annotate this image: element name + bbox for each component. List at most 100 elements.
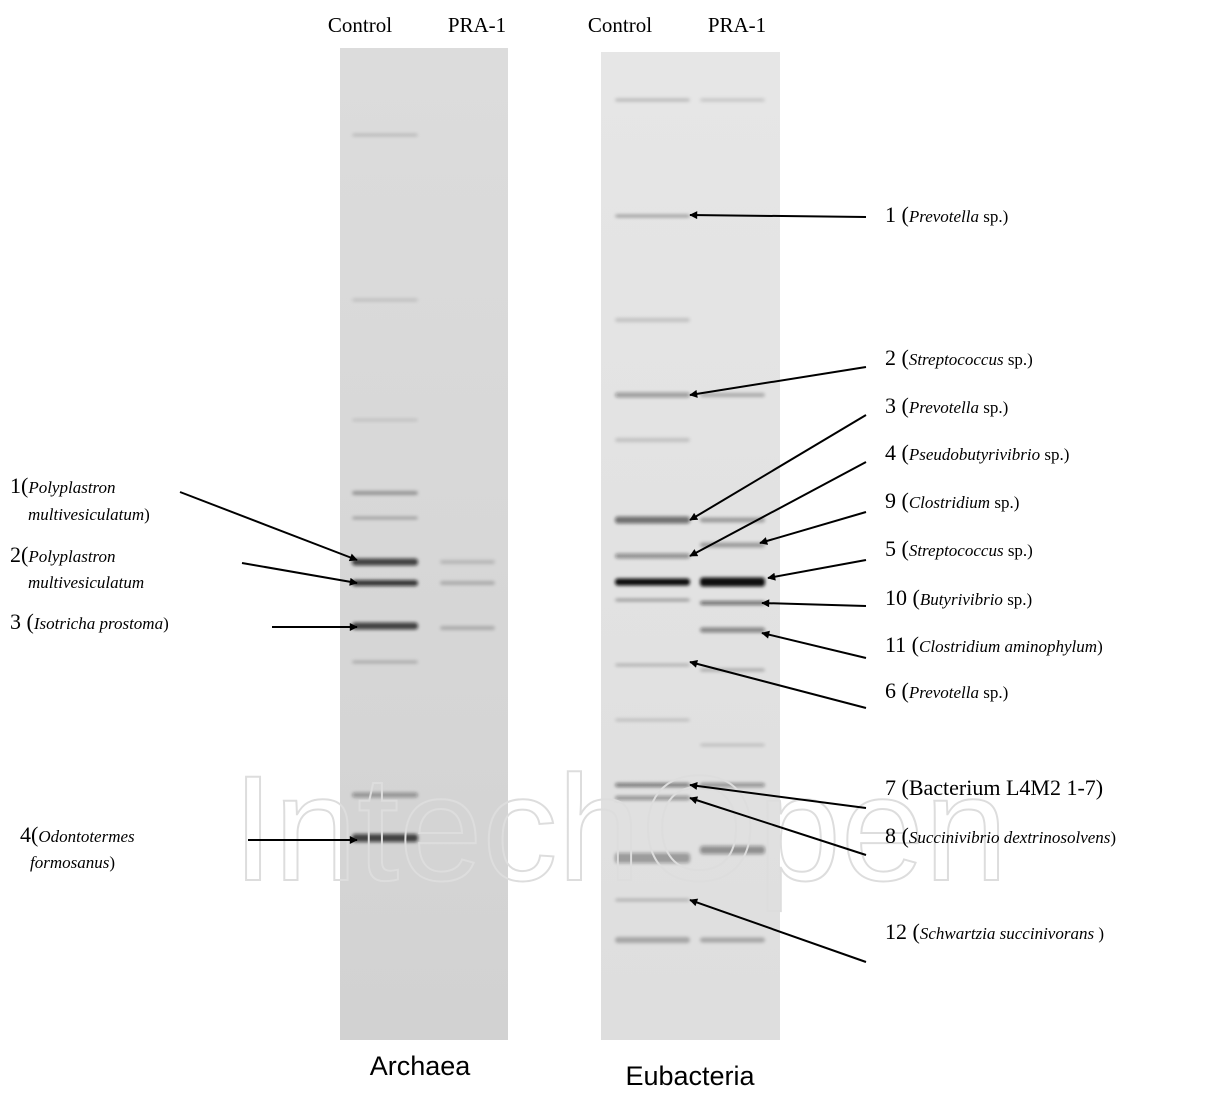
band: [352, 834, 418, 842]
band: [352, 792, 418, 798]
gel-bands: [352, 98, 765, 943]
band: [352, 622, 418, 630]
band: [615, 898, 690, 902]
arrow: [761, 630, 867, 659]
label-part: 6 (: [885, 678, 909, 703]
band: [615, 98, 690, 102]
panel-label: Archaea: [370, 1051, 472, 1081]
label-part: sp.): [979, 207, 1008, 226]
band: [700, 743, 765, 747]
arrow: [689, 898, 867, 963]
label-part: ): [144, 505, 150, 524]
band: [700, 542, 765, 548]
label-part: 1 (: [885, 202, 909, 227]
label-part: 4 (: [885, 440, 909, 465]
band: [352, 558, 418, 566]
band-label: 4 (Pseudobutyrivibrio sp.): [885, 440, 1069, 465]
band-label: 9 (Clostridium sp.): [885, 488, 1019, 513]
band-label: 10 (Butyrivibrio sp.): [885, 585, 1032, 610]
band-label: 11 (Clostridium aminophylum): [885, 632, 1103, 657]
label-part: Pseudobutyrivibrio: [908, 445, 1040, 464]
label-part: ): [1094, 924, 1104, 943]
label-part: sp.): [1040, 445, 1069, 464]
band: [352, 133, 418, 137]
band: [615, 438, 690, 442]
label-part: Clostridium: [909, 493, 990, 512]
band: [352, 660, 418, 664]
label-part: formosanus: [30, 853, 110, 872]
arrow: [689, 414, 867, 521]
band: [700, 577, 765, 587]
band-label: 8 (Succinivibrio dextrinosolvens): [885, 823, 1116, 848]
label-part: 2(: [10, 542, 28, 567]
label-part: ): [163, 614, 169, 633]
band: [352, 516, 418, 520]
band: [615, 783, 690, 787]
band: [615, 796, 690, 800]
arrow: [689, 659, 867, 709]
arrow: [179, 491, 358, 562]
arrow: [689, 781, 867, 809]
label-part: 10 (: [885, 585, 920, 610]
band-label: 7 (Bacterium L4M2 1-7): [885, 775, 1103, 800]
band: [700, 783, 765, 787]
band: [700, 601, 765, 605]
label-part: sp.): [990, 493, 1019, 512]
band: [615, 578, 690, 586]
band: [700, 98, 765, 102]
label-part: 1(: [10, 473, 28, 498]
band: [352, 580, 418, 586]
band: [615, 937, 690, 943]
label-part: Polyplastron: [27, 478, 115, 497]
band: [615, 598, 690, 602]
label-part: ): [109, 853, 115, 872]
label-part: 5 (: [885, 536, 909, 561]
label-part: 2 (: [885, 345, 909, 370]
band: [352, 418, 418, 422]
label-part: 7 (Bacterium L4M2 1-7): [885, 775, 1103, 800]
archaea-gel: [340, 48, 508, 1040]
label-part: Prevotella: [908, 207, 979, 226]
band-label: 6 (Prevotella sp.): [885, 678, 1008, 703]
arrow: [689, 366, 867, 398]
arrow: [759, 511, 867, 545]
arrow: [241, 562, 358, 586]
band-label: 2 (Streptococcus sp.): [885, 345, 1033, 370]
label-part: Isotricha prostoma: [33, 614, 163, 633]
band-label: 1(Polyplastron: [10, 473, 116, 498]
label-part: 12 (: [885, 919, 920, 944]
band-label: formosanus): [30, 853, 115, 872]
label-part: sp.): [979, 683, 1008, 702]
label-part: ): [1110, 828, 1116, 847]
band-label: 4(Odontotermes: [20, 822, 135, 847]
band: [615, 516, 690, 524]
label-part: 3 (: [10, 609, 34, 634]
labels: 1(Polyplastronmultivesiculatum)2(Polypla…: [10, 202, 1116, 963]
band: [700, 668, 765, 672]
label-part: sp.): [1004, 541, 1033, 560]
label-part: 9 (: [885, 488, 909, 513]
label-part: Prevotella: [908, 398, 979, 417]
label-part: 11 (: [885, 632, 919, 657]
band: [352, 298, 418, 302]
watermark: IntechOpen: [232, 744, 1008, 912]
label-part: Odontotermes: [38, 827, 135, 846]
band: [700, 517, 765, 523]
band: [700, 627, 765, 633]
label-part: Succinivibrio dextrinosolvens: [909, 828, 1111, 847]
band: [615, 663, 690, 667]
label-part: sp.): [1003, 590, 1032, 609]
label-part: 3 (: [885, 393, 909, 418]
band: [440, 626, 495, 630]
label-part: Clostridium aminophylum: [919, 637, 1097, 656]
label-part: Butyrivibrio: [920, 590, 1003, 609]
band: [615, 553, 690, 559]
band: [615, 392, 690, 398]
band: [615, 718, 690, 722]
band: [700, 846, 765, 854]
band-label: 2(Polyplastron: [10, 542, 116, 567]
band: [615, 318, 690, 322]
arrow: [689, 461, 867, 557]
band-label: 1 (Prevotella sp.): [885, 202, 1008, 227]
